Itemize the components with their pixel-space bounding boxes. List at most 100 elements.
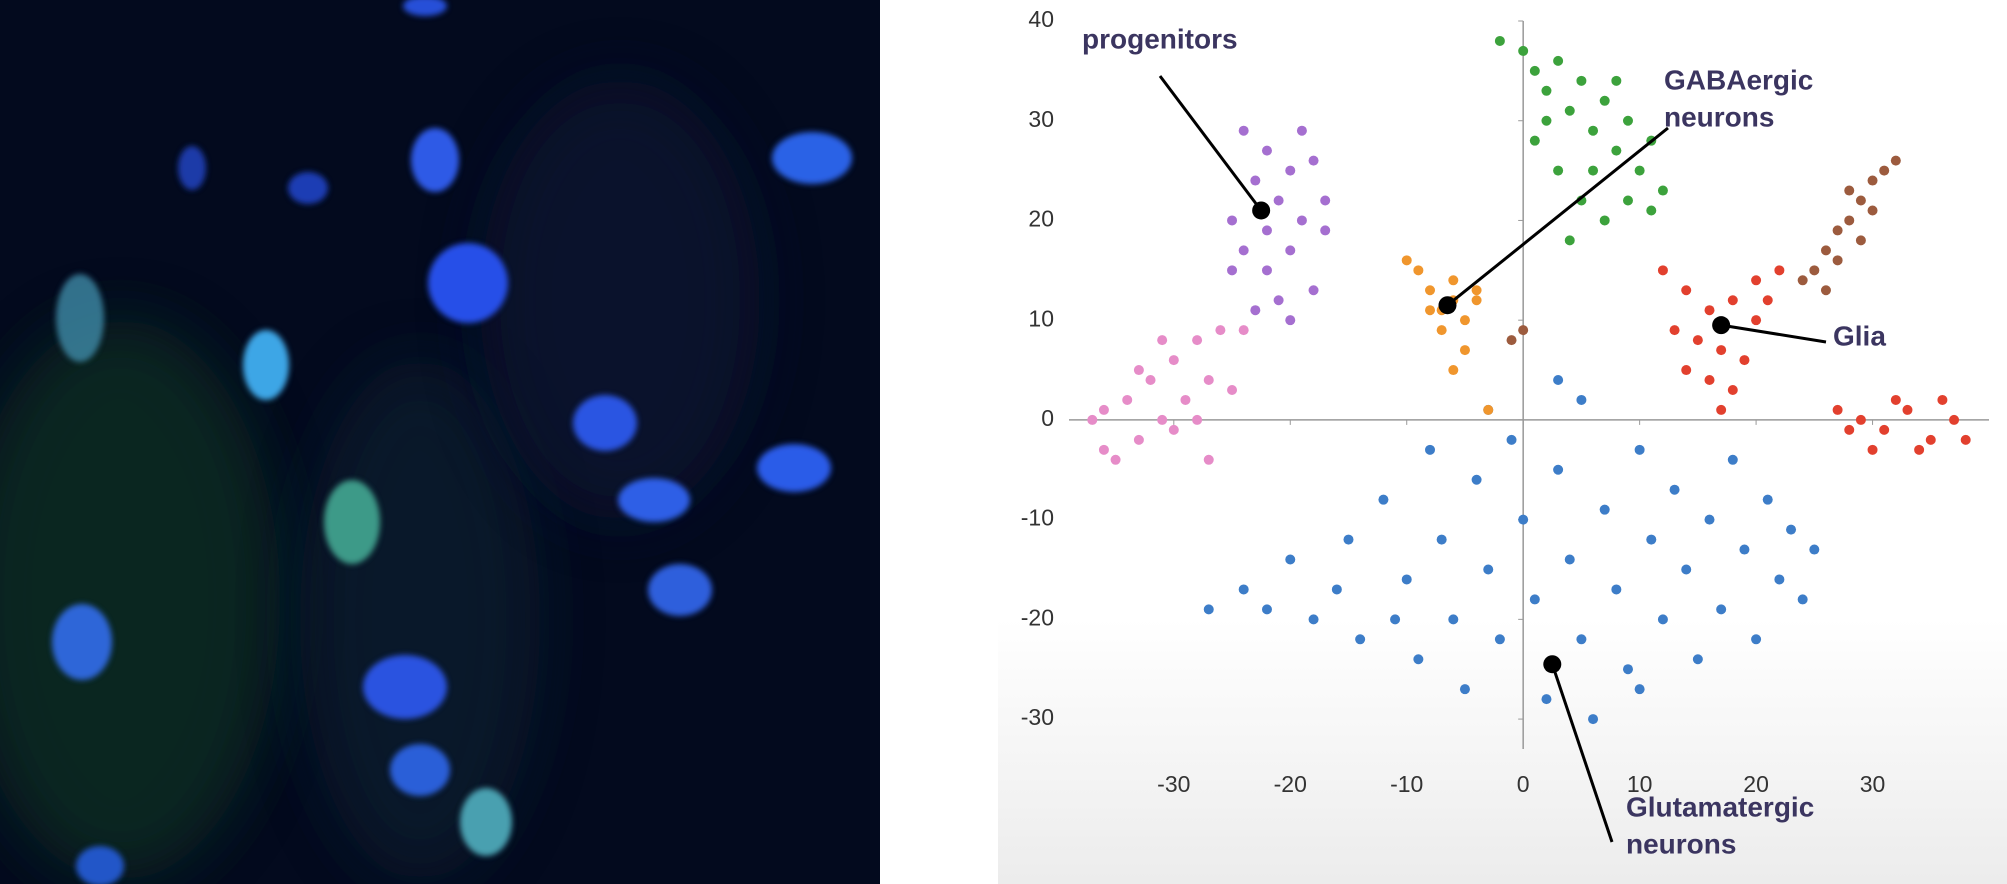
- point: [1157, 335, 1168, 346]
- point: [1657, 265, 1668, 276]
- point: [1227, 215, 1238, 226]
- plot-background: [998, 0, 2007, 884]
- point: [1308, 285, 1319, 296]
- point: [1727, 384, 1738, 395]
- point: [1809, 544, 1820, 555]
- point: [1914, 444, 1925, 455]
- point: [1238, 125, 1249, 136]
- point: [1343, 534, 1354, 545]
- x-tick-label: 10: [1627, 771, 1653, 797]
- point: [1541, 694, 1552, 705]
- point: [1227, 384, 1238, 395]
- point: [1925, 434, 1936, 445]
- point: [1471, 295, 1482, 306]
- point: [1273, 295, 1284, 306]
- point: [1145, 375, 1156, 386]
- point: [1273, 195, 1284, 206]
- point: [1820, 285, 1831, 296]
- point: [1588, 714, 1599, 725]
- point: [1459, 315, 1470, 326]
- point: [1844, 215, 1855, 226]
- point: [1425, 444, 1436, 455]
- point: [1308, 155, 1319, 166]
- y-tick-label: -30: [1021, 704, 1054, 730]
- point: [1844, 185, 1855, 196]
- point: [1203, 604, 1214, 615]
- point: [1308, 614, 1319, 625]
- point: [1820, 245, 1831, 256]
- point: [1413, 654, 1424, 665]
- point: [1168, 424, 1179, 435]
- point: [1669, 484, 1680, 495]
- annotation-label: Glia: [1833, 320, 1886, 351]
- annotation-leader: [1158, 75, 1263, 212]
- point: [1425, 285, 1436, 296]
- point: [1751, 275, 1762, 286]
- point: [1261, 225, 1272, 236]
- point: [1459, 684, 1470, 695]
- point: [1553, 165, 1564, 176]
- x-tick-label: 30: [1860, 771, 1886, 797]
- point: [1832, 404, 1843, 415]
- point: [1506, 335, 1517, 346]
- point: [1622, 664, 1633, 675]
- point: [1098, 404, 1109, 415]
- annotation-label: GABAergic: [1664, 64, 1813, 95]
- point: [1657, 614, 1668, 625]
- point: [1832, 255, 1843, 266]
- point: [1192, 335, 1203, 346]
- point: [1844, 424, 1855, 435]
- point: [1681, 365, 1692, 376]
- point: [1553, 464, 1564, 475]
- y-tick-label: -10: [1021, 505, 1054, 531]
- point: [1809, 265, 1820, 276]
- point: [1483, 404, 1494, 415]
- point: [1553, 55, 1564, 66]
- point: [1681, 285, 1692, 296]
- point: [1704, 375, 1715, 386]
- y-tick-label: 30: [1028, 106, 1054, 132]
- point: [1285, 554, 1296, 565]
- point: [1716, 604, 1727, 615]
- point: [1203, 375, 1214, 386]
- point: [1529, 594, 1540, 605]
- point: [1553, 375, 1564, 386]
- point: [1646, 205, 1657, 216]
- point: [1285, 165, 1296, 176]
- point: [1576, 634, 1587, 645]
- point: [1401, 255, 1412, 266]
- y-tick-label: 10: [1028, 305, 1054, 331]
- point: [1448, 365, 1459, 376]
- point: [1192, 414, 1203, 425]
- point: [1832, 225, 1843, 236]
- point: [1611, 584, 1622, 595]
- point: [1751, 315, 1762, 326]
- point: [1529, 135, 1540, 146]
- point: [1203, 454, 1214, 465]
- point: [1599, 504, 1610, 515]
- point: [1238, 245, 1249, 256]
- point: [1622, 115, 1633, 126]
- point: [1879, 165, 1890, 176]
- point: [1459, 345, 1470, 356]
- point: [1296, 215, 1307, 226]
- point: [1774, 265, 1785, 276]
- annotation-dot: [1712, 316, 1731, 335]
- point: [1646, 534, 1657, 545]
- x-tick-label: 20: [1743, 771, 1769, 797]
- point: [1436, 534, 1447, 545]
- point: [1483, 564, 1494, 575]
- point: [1494, 35, 1505, 46]
- point: [1110, 454, 1121, 465]
- point: [1855, 235, 1866, 246]
- point: [1180, 394, 1191, 405]
- point: [1261, 265, 1272, 276]
- point: [1890, 394, 1901, 405]
- point: [1471, 285, 1482, 296]
- point: [1448, 614, 1459, 625]
- point: [1704, 514, 1715, 525]
- series: [1087, 325, 1249, 465]
- point: [1879, 424, 1890, 435]
